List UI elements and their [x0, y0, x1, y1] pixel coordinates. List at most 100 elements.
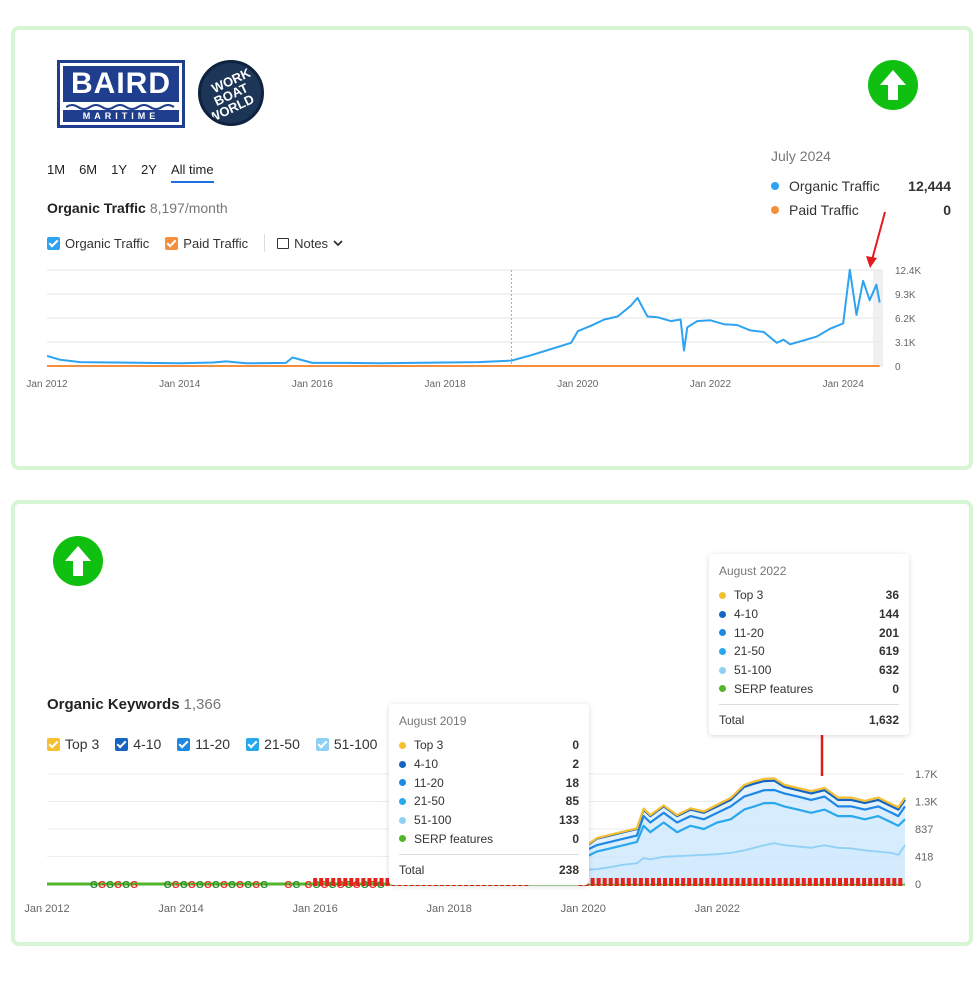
tooltip-total: Total 1,632: [719, 704, 899, 727]
serp-flag: [319, 878, 324, 886]
up-arrow-icon: [868, 60, 918, 110]
series-area: [516, 780, 905, 884]
organic-traffic-chart: 12.4K 9.3K 6.2K 3.1K 0 Jan 2012 Jan 2014 Jan 20…: [26, 211, 921, 390]
tab-1m[interactable]: 1M: [47, 162, 66, 177]
tooltip-row: Paid Traffic 0: [771, 198, 951, 222]
y-tick-label: 9.3K: [895, 290, 916, 301]
tooltip-value: 36: [885, 588, 899, 603]
x-tick-label: Jan 2016: [292, 903, 337, 915]
legend-top3[interactable]: Top 3: [47, 736, 99, 752]
up-arrow-icon: [53, 536, 103, 586]
serp-flag: [385, 878, 390, 886]
tooltip-label: SERP features: [414, 831, 494, 846]
legend-label: 51-100: [333, 736, 378, 752]
tooltip-row: 4-10 144: [719, 605, 899, 624]
serp-marker: G: [196, 880, 204, 891]
tab-1y[interactable]: 1Y: [111, 162, 128, 177]
serp-flag: [699, 878, 704, 886]
tooltip-row: 21-50 619: [719, 642, 899, 661]
legend-11-20[interactable]: 11-20: [177, 736, 230, 752]
checkbox-icon[interactable]: [47, 236, 60, 250]
serp-flag: [596, 878, 601, 886]
y-tick-label: 837: [915, 824, 933, 836]
x-tick-label: Jan 2024: [823, 379, 865, 390]
tooltip-value: 2: [572, 757, 579, 772]
serp-flag: [862, 878, 867, 886]
series-dot: [399, 779, 406, 787]
tooltip-label: Paid Traffic: [789, 202, 859, 218]
serp-flag: [789, 878, 794, 886]
y-tick-label: 6.2K: [895, 314, 916, 325]
checkbox-icon[interactable]: [165, 236, 179, 250]
serp-flag: [898, 878, 903, 886]
tooltip-label: 51-100: [414, 813, 452, 828]
checkbox-icon[interactable]: [177, 737, 191, 751]
serp-marker: G: [244, 880, 252, 891]
series-area: [516, 778, 905, 884]
serp-flag: [675, 878, 680, 886]
serp-flag: [880, 878, 885, 886]
serp-flag: [801, 878, 806, 886]
serp-flag: [777, 878, 782, 886]
tooltip-date: July 2024: [771, 148, 831, 164]
serp-flag: [711, 878, 716, 886]
serp-marker: G: [369, 880, 377, 891]
serp-flag: [337, 878, 342, 886]
tooltip-row: 51-100 133: [399, 811, 579, 830]
legend-51-100[interactable]: 51-100: [315, 736, 378, 752]
serp-marker: G: [122, 880, 130, 891]
tooltip-row: SERP features 0: [719, 679, 899, 698]
checkbox-icon[interactable]: [246, 737, 260, 751]
series-area: [516, 790, 905, 884]
serp-flag: [590, 878, 595, 886]
chevron-down-icon: [333, 240, 343, 247]
tab-6m[interactable]: 6M: [79, 162, 98, 177]
serp-flag: [669, 878, 674, 886]
tooltip-value: 0: [892, 681, 899, 696]
series-line: [515, 788, 906, 886]
checkbox-icon[interactable]: [315, 737, 329, 751]
legend-21-50[interactable]: 21-50: [246, 736, 300, 752]
tooltip-label: SERP features: [734, 681, 814, 696]
x-tick-label: Jan 2022: [690, 379, 732, 390]
checkbox-icon[interactable]: [47, 737, 60, 751]
serp-flag: [367, 878, 372, 886]
tooltip-row: Organic Traffic 12,444: [771, 174, 951, 198]
serp-flag: [886, 878, 891, 886]
serp-flag: [681, 878, 686, 886]
serp-marker: G: [204, 880, 212, 891]
checkbox-icon[interactable]: [115, 737, 129, 751]
series-dot: [771, 206, 779, 214]
tab-all-time[interactable]: All time: [170, 162, 214, 183]
legend-4-10[interactable]: 4-10: [115, 736, 161, 752]
legend-organic-traffic[interactable]: Organic Traffic: [47, 236, 149, 251]
series-dot: [771, 182, 779, 190]
serp-flag: [373, 878, 378, 886]
serp-flag: [892, 878, 897, 886]
time-range-tabs: 1M 6M 1Y 2Y All time: [47, 162, 214, 183]
x-tick-label: Jan 2012: [24, 903, 69, 915]
serp-flag: [856, 878, 861, 886]
serp-flag: [735, 878, 740, 886]
tooltip-label: 21-50: [414, 794, 445, 809]
serp-flag: [620, 878, 625, 886]
series-dot: [719, 610, 726, 618]
serp-flag: [825, 878, 830, 886]
legend-paid-traffic[interactable]: Paid Traffic: [165, 236, 248, 251]
series-line: [46, 268, 881, 365]
serp-flag: [747, 878, 752, 886]
tooltip-label: 4-10: [734, 607, 759, 622]
serp-marker: G: [321, 880, 329, 891]
notes-button[interactable]: Notes: [277, 236, 344, 251]
serp-marker: G: [284, 880, 292, 891]
tooltip-label: Top 3: [414, 738, 444, 753]
serp-flag: [644, 878, 649, 886]
tooltip-value: 619: [878, 644, 899, 659]
serp-marker: G: [106, 880, 114, 891]
divider: [264, 234, 266, 252]
tab-2y[interactable]: 2Y: [141, 162, 157, 177]
serp-flag: [614, 878, 619, 886]
serp-flag: [868, 878, 873, 886]
tooltip-value: 0: [572, 831, 579, 846]
serp-flag: [759, 878, 764, 886]
